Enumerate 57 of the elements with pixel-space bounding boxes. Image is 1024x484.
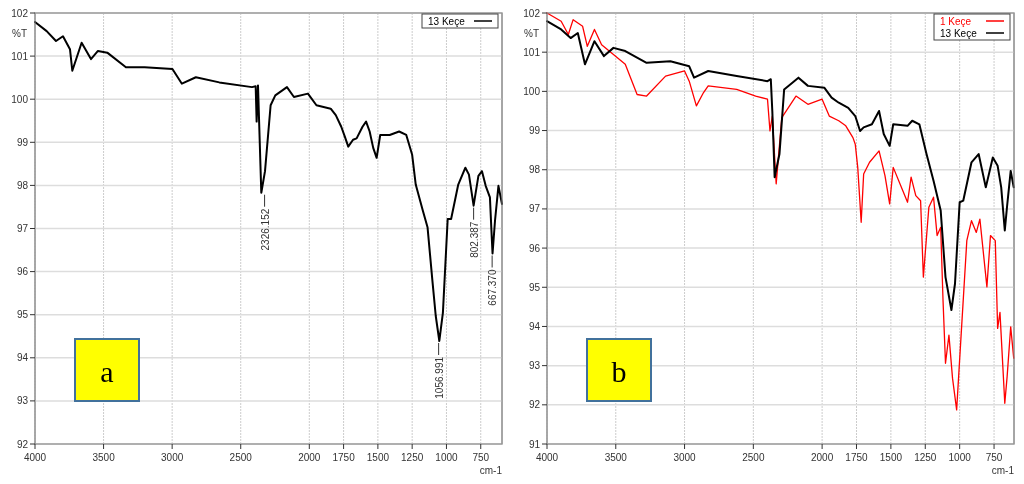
x-tick-label: 1000 (948, 452, 972, 463)
y-tick-label: 94 (16, 352, 29, 364)
x-tick-label: 4000 (23, 452, 47, 463)
y-tick-label: 91 (528, 438, 541, 450)
y-tick-label: 93 (528, 360, 541, 372)
y-tick-label: 97 (528, 203, 541, 215)
x-tick-label: 750 (472, 452, 490, 463)
y-tick-label: 94 (528, 320, 541, 332)
x-axis-title: cm-1 (991, 465, 1015, 476)
x-tick-label: 4000 (535, 452, 559, 463)
legend-label: 13 Keçe (940, 27, 978, 39)
x-tick-label: 3500 (92, 452, 116, 463)
x-tick-label: 3000 (673, 452, 697, 463)
y-tick-label: 101 (11, 50, 29, 62)
line-series (546, 12, 1015, 411)
y-tick-label: 95 (528, 281, 541, 293)
annotation: 2326.152 (259, 208, 271, 251)
annotation: 802.387 (468, 221, 480, 258)
x-tick-label: 1250 (914, 452, 937, 463)
x-tick-label: 3000 (161, 452, 184, 463)
x-tick-label: 1250 (401, 452, 424, 463)
y-tick-label: 97 (16, 223, 29, 234)
x-tick-label: 2500 (229, 452, 253, 463)
y-tick-label: 99 (16, 136, 29, 148)
x-tick-label: 1500 (879, 452, 903, 463)
y-tick-label: 102 (11, 7, 29, 19)
legend-label: 1 Keçe (940, 15, 972, 27)
x-tick-label: 1750 (332, 452, 356, 463)
annotation: 1056.991 (433, 356, 445, 399)
y-axis-title: %T (524, 28, 539, 39)
y-tick-label: 98 (528, 164, 541, 176)
x-tick-label: 2000 (810, 452, 834, 463)
y-tick-label: 92 (528, 399, 541, 411)
annotation: 667.370 (487, 269, 499, 306)
y-axis-title: %T (12, 28, 27, 39)
y-tick-label: 100 (11, 93, 29, 105)
x-tick-label: 2500 (742, 452, 765, 463)
x-tick-label: 1750 (845, 452, 869, 463)
y-tick-label: 102 (523, 7, 541, 19)
legend-label: 13 Keçe (428, 15, 466, 27)
annotation: b (611, 355, 627, 388)
x-axis-title: cm-1 (479, 465, 503, 476)
y-tick-label: 99 (528, 125, 541, 137)
x-tick-label: 1500 (366, 452, 390, 463)
y-tick-label: 92 (16, 438, 29, 450)
y-tick-label: 101 (523, 46, 541, 58)
y-tick-label: 96 (528, 242, 541, 254)
y-tick-label: 95 (16, 309, 29, 321)
y-tick-label: 93 (16, 395, 29, 407)
y-tick-label: 98 (16, 179, 29, 191)
x-tick-label: 1000 (435, 452, 459, 463)
annotation: a (100, 355, 114, 388)
x-tick-label: 2000 (298, 452, 321, 463)
x-tick-label: 750 (985, 452, 1003, 463)
x-tick-label: 3500 (604, 452, 628, 463)
y-tick-label: 96 (16, 266, 29, 278)
y-tick-label: 100 (523, 85, 541, 97)
